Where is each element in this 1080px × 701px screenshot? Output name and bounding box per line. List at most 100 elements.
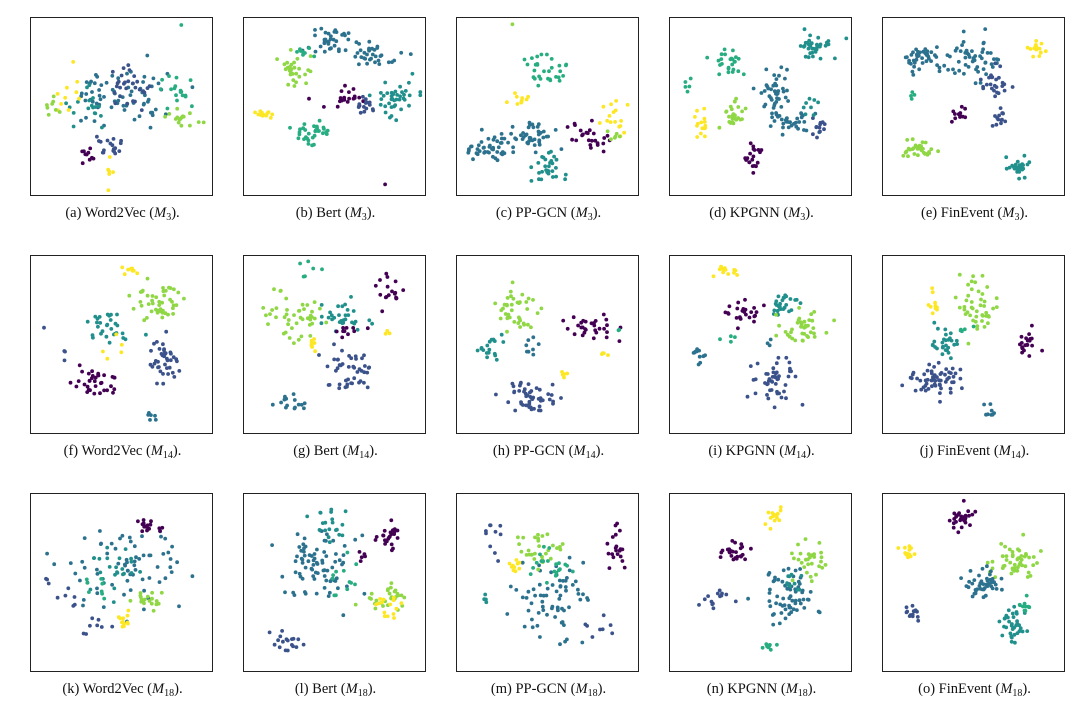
scatter-point [723, 268, 728, 272]
scatter-point [905, 138, 910, 142]
scatter-point [150, 590, 154, 595]
scatter-point [1020, 345, 1024, 350]
scatter-point [129, 556, 133, 561]
caption-close: ). [595, 443, 605, 459]
scatter-point [783, 76, 787, 81]
scatter-point [526, 382, 531, 386]
scatter-point [1040, 348, 1044, 353]
scatter-point [915, 376, 919, 381]
scatter-point [1028, 574, 1033, 578]
scatter-point [784, 396, 788, 401]
scatter-point [823, 563, 828, 567]
scatter-point [929, 59, 933, 63]
scatter-point [377, 62, 382, 66]
scatter-point [993, 582, 998, 587]
scatter-point [117, 556, 122, 561]
scatter-point [545, 532, 550, 537]
scatter-point [345, 587, 350, 592]
scatter-point [1027, 354, 1032, 358]
caption-letter: (j) [919, 443, 934, 459]
scatter-point [64, 101, 68, 106]
scatter-point [157, 526, 162, 531]
scatter-point [518, 325, 522, 329]
scatter-points [261, 259, 406, 411]
scatter-point [290, 326, 294, 330]
scatter-point [268, 312, 272, 316]
scatter-point [738, 316, 743, 321]
scatter-point [749, 310, 754, 314]
scatter-point [985, 576, 989, 581]
scatter-point [580, 640, 585, 645]
scatter-point [545, 580, 549, 585]
scatter-point [114, 84, 119, 89]
scatter-point [120, 265, 125, 270]
scatter-point [818, 56, 823, 61]
scatter-point [546, 171, 551, 176]
scatter-point [911, 58, 916, 63]
caption-month: M [345, 681, 358, 697]
scatter-point [362, 591, 367, 596]
scatter-point [514, 558, 519, 562]
scatter-point [611, 555, 616, 560]
scatter-point [373, 283, 378, 288]
scatter-point [797, 598, 802, 603]
scatter-svg [882, 17, 1065, 196]
scatter-point [756, 148, 761, 152]
scatter-point [190, 85, 195, 90]
scatter-point [736, 326, 740, 331]
scatter-point [1009, 571, 1014, 576]
scatter-point [972, 578, 977, 582]
scatter-point [1017, 602, 1022, 607]
scatter-point [968, 313, 972, 318]
scatter-point [787, 360, 792, 365]
scatter-point [327, 590, 332, 595]
scatter-point [582, 330, 587, 335]
scatter-point [729, 339, 733, 344]
scatter-point [774, 361, 779, 366]
scatter-point [307, 323, 312, 327]
scatter-point [394, 296, 399, 301]
scatter-point [374, 535, 379, 539]
scatter-point [511, 568, 516, 573]
plot-frame [669, 255, 852, 434]
scatter-point [87, 378, 92, 383]
scatter-point [978, 81, 983, 85]
scatter-point [164, 329, 169, 334]
scatter-point [367, 596, 372, 600]
scatter-point [786, 574, 791, 579]
scatter-point [132, 559, 137, 564]
caption-month: M [349, 205, 362, 221]
scatter-point [91, 335, 95, 340]
scatter-point [391, 598, 396, 603]
scatter-point [531, 347, 535, 352]
plot-frame [882, 493, 1065, 672]
scatter-point [284, 312, 289, 317]
scatter-point [292, 341, 296, 345]
scatter-point [524, 403, 528, 408]
scatter-point [295, 554, 299, 559]
scatter-point [982, 402, 986, 407]
scatter-point [323, 30, 328, 35]
scatter-point [496, 145, 501, 150]
scatter-point [581, 592, 585, 597]
scatter-point [536, 342, 541, 346]
scatter-point [310, 344, 314, 348]
scatter-point [753, 313, 757, 318]
scatter-point [772, 73, 777, 77]
scatter-point [141, 553, 146, 558]
scatter-point [735, 273, 739, 277]
scatter-point [159, 534, 163, 539]
scatter-point [390, 60, 394, 64]
scatter-point [498, 141, 503, 145]
scatter-point [151, 608, 156, 613]
scatter-point [980, 313, 985, 318]
scatter-point [607, 566, 612, 570]
scatter-point [729, 56, 734, 61]
scatter-point [771, 366, 776, 371]
scatter-point [957, 305, 962, 310]
scatter-point [367, 39, 372, 44]
scatter-point [703, 134, 707, 139]
scatter-point [926, 54, 931, 59]
scatter-point [605, 129, 610, 134]
scatter-point [990, 586, 995, 591]
